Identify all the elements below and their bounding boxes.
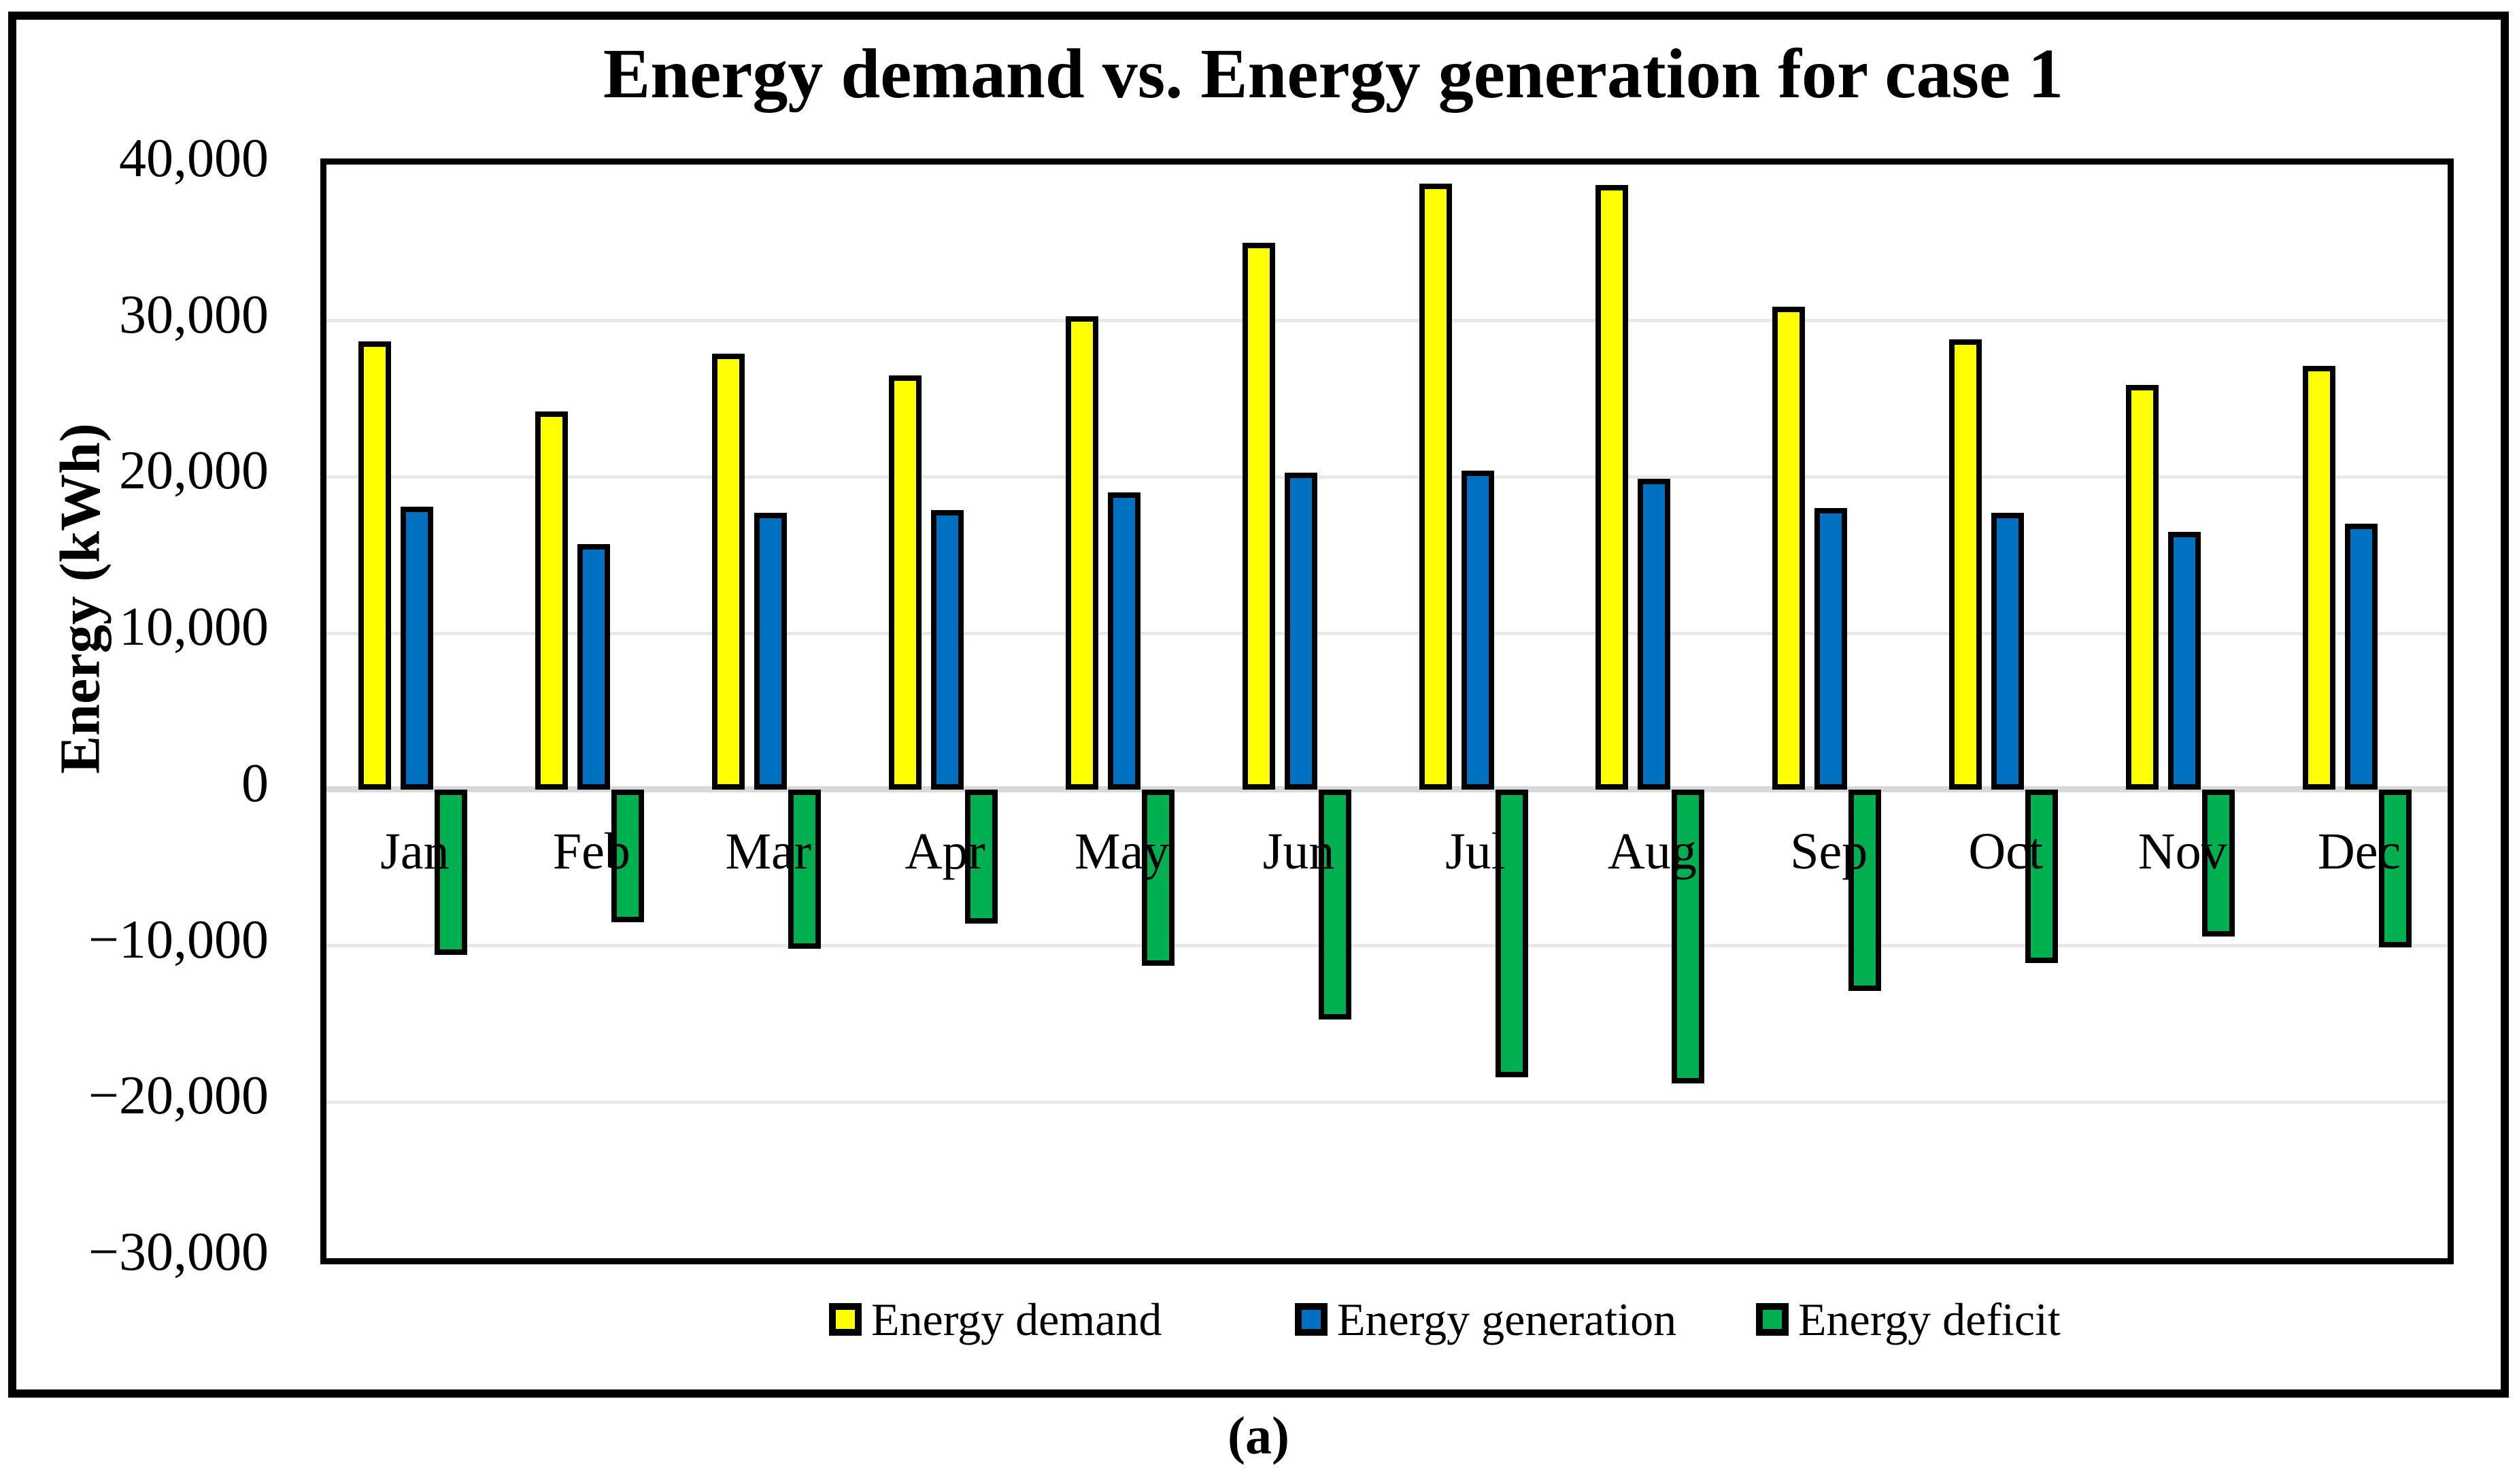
bar-energy-generation-nov — [2168, 531, 2201, 790]
legend-swatch-energy-demand — [829, 1303, 862, 1336]
bar-energy-deficit-aug — [1672, 789, 1705, 1083]
bar-energy-generation-apr — [930, 509, 964, 790]
bar-energy-demand-jan — [358, 341, 391, 790]
bar-energy-deficit-feb — [611, 789, 644, 923]
x-axis-label-aug: Aug — [1607, 823, 1697, 880]
y-tick-label-0: 0 — [241, 753, 269, 813]
legend-item-energy-demand: Energy demand — [829, 1296, 1162, 1343]
legend-label-energy-deficit: Energy deficit — [1798, 1294, 2061, 1345]
x-axis-label-oct: Oct — [1968, 823, 2044, 880]
gridline-20000 — [326, 475, 2448, 479]
bar-energy-deficit-jan — [435, 789, 467, 956]
x-axis-label-mar: Mar — [725, 823, 812, 880]
bar-energy-deficit-dec — [2379, 789, 2412, 947]
bar-energy-generation-jun — [1284, 472, 1317, 790]
bar-energy-demand-nov — [2126, 384, 2159, 790]
bar-energy-deficit-may — [1141, 789, 1175, 966]
x-axis-label-jun: Jun — [1262, 823, 1335, 880]
legend-label-energy-demand: Energy demand — [871, 1294, 1162, 1345]
gridline--20000 — [326, 1100, 2448, 1104]
subfigure-caption: (a) — [1228, 1406, 1289, 1465]
legend-swatch-energy-deficit — [1756, 1303, 1789, 1336]
gridline--10000 — [326, 944, 2448, 948]
bar-energy-deficit-nov — [2202, 789, 2235, 937]
bar-energy-deficit-oct — [2025, 789, 2059, 963]
bar-energy-demand-aug — [1595, 184, 1629, 790]
bar-energy-generation-oct — [1991, 513, 2025, 790]
x-axis-label-feb: Feb — [552, 823, 630, 880]
x-axis-label-jan: Jan — [380, 823, 450, 880]
bar-energy-generation-may — [1107, 492, 1141, 790]
zero-axis-line — [326, 786, 2448, 793]
legend-item-energy-generation: Energy generation — [1295, 1296, 1676, 1343]
bar-energy-demand-mar — [711, 353, 745, 790]
chart-title: Energy demand vs. Energy generation for … — [603, 35, 2064, 113]
bar-energy-generation-mar — [754, 513, 787, 790]
bar-energy-generation-jan — [401, 507, 433, 790]
bar-energy-demand-jul — [1419, 183, 1452, 790]
bar-energy-deficit-apr — [964, 789, 998, 924]
bar-energy-demand-sep — [1772, 307, 1806, 790]
bar-energy-demand-oct — [1949, 339, 1982, 790]
bar-energy-deficit-jun — [1318, 789, 1351, 1019]
x-axis-label-may: May — [1074, 823, 1170, 880]
y-tick-label-30000: 30,000 — [119, 284, 269, 345]
y-tick-label--20000: −20,000 — [88, 1066, 269, 1126]
bar-energy-deficit-mar — [788, 789, 821, 949]
legend-swatch-energy-generation — [1295, 1303, 1328, 1336]
bar-energy-demand-apr — [888, 375, 922, 790]
bar-energy-deficit-sep — [1848, 789, 1882, 992]
bar-energy-demand-feb — [535, 411, 568, 790]
y-tick-label-40000: 40,000 — [119, 129, 269, 188]
bar-energy-generation-dec — [2345, 524, 2378, 790]
x-axis-label-nov: Nov — [2138, 823, 2227, 880]
y-tick-label-20000: 20,000 — [119, 441, 269, 501]
bar-energy-generation-feb — [577, 544, 610, 790]
bar-energy-demand-dec — [2303, 366, 2336, 790]
gridline-30000 — [326, 319, 2448, 323]
y-tick-label-10000: 10,000 — [119, 597, 269, 658]
bar-energy-demand-may — [1065, 316, 1098, 790]
bar-energy-deficit-jul — [1495, 789, 1528, 1077]
y-tick-label--30000: −30,000 — [88, 1222, 269, 1282]
plot-area: Jan Feb Mar Apr May Jun Jul Aug Sep Oct Nov Dec — [320, 158, 2454, 1264]
bar-energy-generation-aug — [1638, 478, 1671, 790]
bar-energy-generation-jul — [1461, 471, 1494, 790]
x-axis-label-sep: Sep — [1790, 823, 1868, 880]
x-axis-label-jul: Jul — [1445, 823, 1506, 880]
legend-item-energy-deficit: Energy deficit — [1756, 1296, 2061, 1343]
bar-energy-demand-jun — [1242, 242, 1275, 790]
legend-label-energy-generation: Energy generation — [1337, 1294, 1677, 1345]
x-axis-label-apr: Apr — [905, 823, 985, 880]
gridline-10000 — [326, 631, 2448, 635]
bar-energy-generation-sep — [1814, 508, 1848, 790]
figure-border — [8, 12, 2509, 1398]
y-tick-label--10000: −10,000 — [88, 909, 269, 970]
x-axis-label-dec: Dec — [2317, 823, 2401, 880]
